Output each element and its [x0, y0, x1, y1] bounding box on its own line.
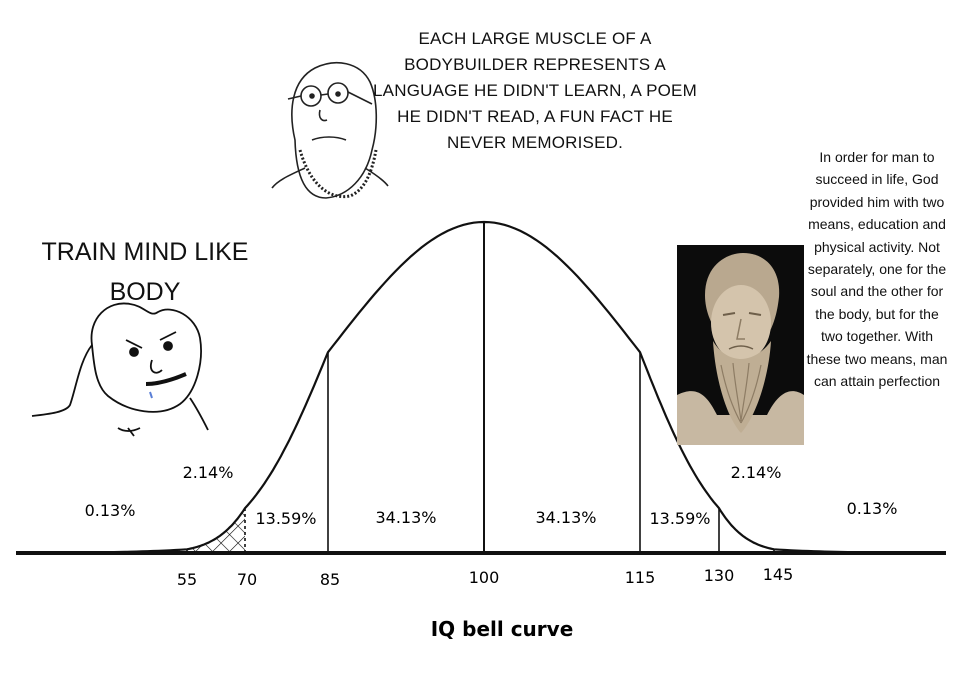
- segment-label-7: 0.13%: [847, 499, 898, 518]
- segment-label-2: 13.59%: [255, 509, 316, 528]
- soyjak-glasses-icon: [271, 61, 389, 199]
- x-tick-label-115: 115: [625, 568, 656, 587]
- left-caption: TRAIN MIND LIKE BODY: [41, 238, 249, 306]
- sd-dividers: [186, 222, 775, 553]
- angry-wojak-icon: [31, 302, 209, 437]
- top-caption: EACH LARGE MUSCLE OF A BODYBUILDER REPRE…: [373, 29, 697, 152]
- segment-label-3: 34.13%: [375, 508, 436, 527]
- x-tick-label-100: 100: [469, 568, 500, 587]
- x-tick-label-55: 55: [177, 570, 197, 589]
- plato-bust-icon: [677, 245, 804, 445]
- x-tick-label-85: 85: [320, 570, 340, 589]
- bell-curve-line: [18, 220, 944, 554]
- x-tick-label-70: 70: [237, 570, 257, 589]
- hatched-tail-area: [18, 508, 245, 553]
- segment-label-4: 34.13%: [535, 508, 596, 527]
- plato-quote: In order for man to succeed in life, God…: [806, 149, 948, 390]
- chart-title: IQ bell curve: [431, 617, 574, 641]
- segment-label-5: 13.59%: [649, 509, 710, 528]
- segment-label-0: 0.13%: [85, 501, 136, 520]
- x-tick-label-145: 145: [763, 565, 794, 584]
- hatched-region: [18, 508, 245, 553]
- x-tick-label-130: 130: [704, 566, 735, 585]
- segment-label-1: 2.14%: [183, 463, 234, 482]
- segment-label-6: 2.14%: [731, 463, 782, 482]
